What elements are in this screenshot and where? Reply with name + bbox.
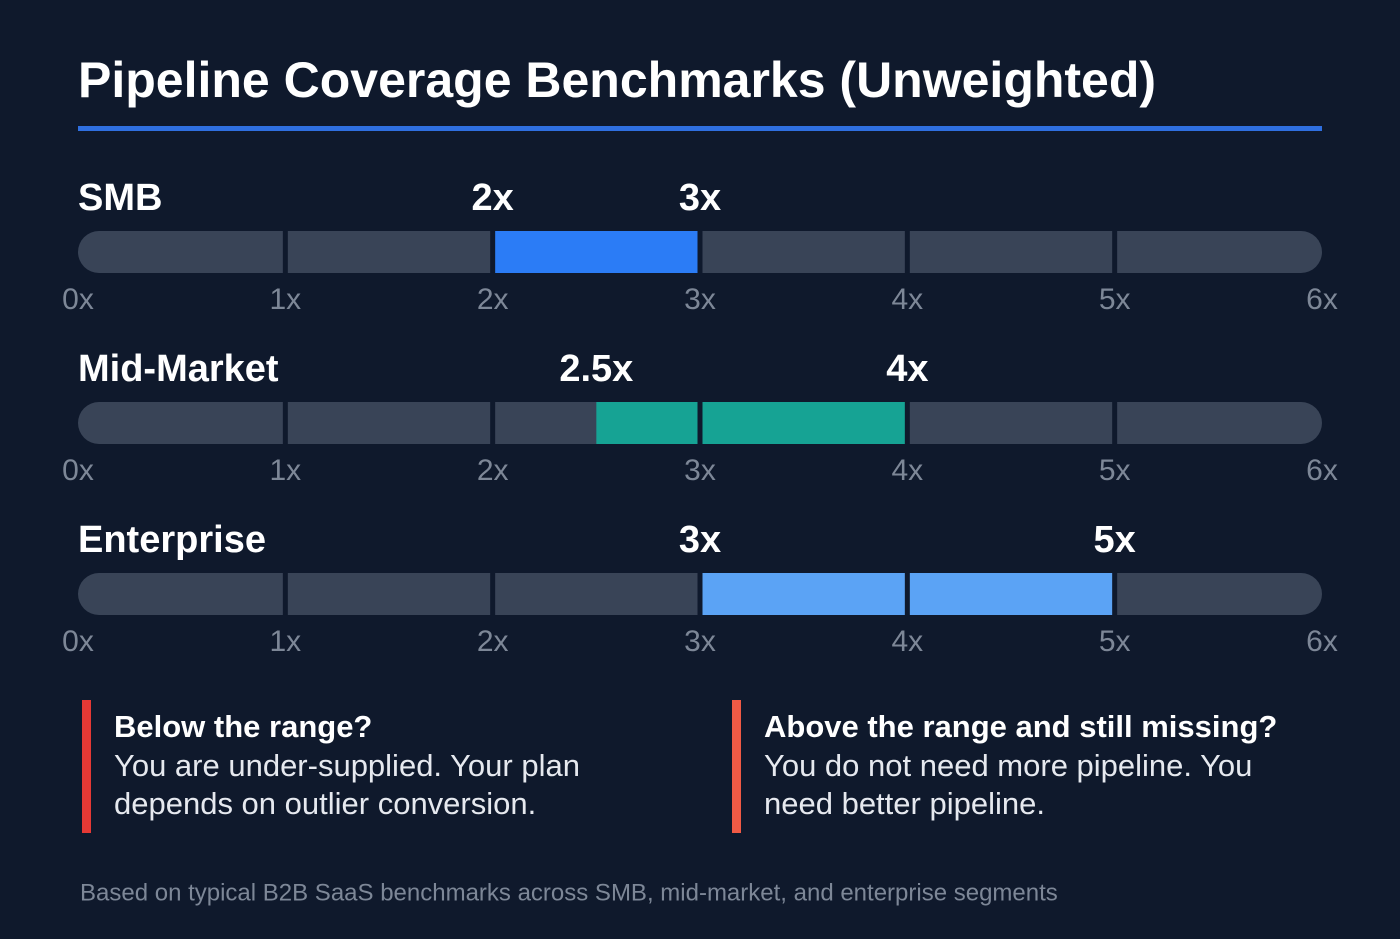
chart-title: Pipeline Coverage Benchmarks (Unweighted… — [78, 52, 1156, 108]
x-tick-label: 2x — [477, 625, 509, 658]
x-tick-label: 0x — [62, 283, 94, 316]
title-underline — [78, 126, 1322, 131]
x-tick-label: 0x — [62, 454, 94, 487]
low-label: 3x — [679, 519, 721, 561]
annotation-title: Above the range and still missing? — [764, 709, 1277, 744]
x-tick-label: 4x — [891, 283, 923, 316]
x-tick-label: 4x — [891, 454, 923, 487]
x-tick-label: 1x — [269, 283, 301, 316]
low-label: 2.5x — [559, 348, 633, 390]
high-label: 3x — [679, 177, 721, 219]
annotation-text: depends on outlier conversion. — [114, 786, 536, 821]
x-tick-label: 3x — [684, 283, 716, 316]
high-label: 5x — [1094, 519, 1136, 561]
annotation-title: Below the range? — [114, 709, 372, 744]
x-tick-label: 3x — [684, 625, 716, 658]
annotation-text: You do not need more pipeline. You — [764, 748, 1252, 783]
x-tick-label: 2x — [477, 454, 509, 487]
x-tick-label: 6x — [1306, 283, 1338, 316]
footnote: Based on typical B2B SaaS benchmarks acr… — [80, 879, 1058, 906]
x-tick-label: 4x — [891, 625, 923, 658]
x-tick-label: 5x — [1099, 454, 1131, 487]
range-bar — [492, 231, 700, 273]
x-tick-label: 2x — [477, 283, 509, 316]
x-tick-label: 5x — [1099, 283, 1131, 316]
x-tick-label: 1x — [269, 625, 301, 658]
annotation-bar — [82, 700, 91, 833]
annotation-bar — [732, 700, 741, 833]
x-tick-label: 6x — [1306, 625, 1338, 658]
row-label: SMB — [78, 177, 162, 219]
x-tick-label: 6x — [1306, 454, 1338, 487]
x-tick-label: 5x — [1099, 625, 1131, 658]
high-label: 4x — [886, 348, 928, 390]
low-label: 2x — [472, 177, 514, 219]
row-label: Mid-Market — [78, 348, 279, 390]
x-tick-label: 0x — [62, 625, 94, 658]
x-tick-label: 1x — [269, 454, 301, 487]
row-label: Enterprise — [78, 519, 266, 561]
annotation-text: You are under-supplied. Your plan — [114, 748, 580, 783]
range-bar — [596, 402, 908, 444]
x-tick-label: 3x — [684, 454, 716, 487]
annotation-text: need better pipeline. — [764, 786, 1045, 821]
